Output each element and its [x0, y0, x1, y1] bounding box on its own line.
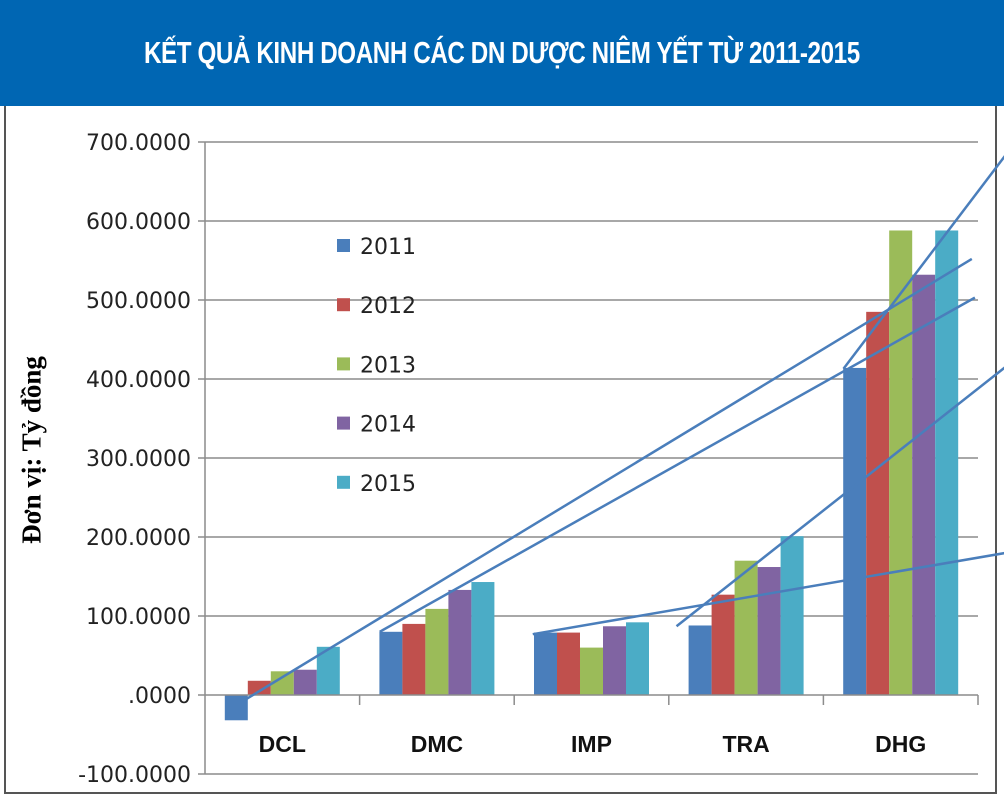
bar-dcl-2012 [247, 680, 271, 695]
y-tick-label: 300.0000 [86, 447, 191, 472]
bar-tra-2014 [757, 567, 781, 695]
y-tick-label: 500.0000 [86, 289, 191, 314]
bar-dhg-2014 [912, 274, 936, 695]
bar-tra-2012 [711, 594, 735, 695]
y-tick-label: -100.0000 [78, 763, 191, 788]
bar-dhg-2012 [866, 311, 890, 695]
bar-imp-2015 [626, 622, 649, 695]
bar-dmc-2013 [425, 608, 449, 695]
bar-imp-2013 [580, 647, 603, 695]
trend-line [842, 155, 1004, 370]
bar-dhg-2015 [935, 230, 959, 696]
legend-label-2012: 2012 [360, 294, 416, 319]
y-tick-label: 600.0000 [86, 210, 191, 235]
legend-label-2014: 2014 [360, 413, 416, 438]
legend-label-2011: 2011 [360, 235, 416, 260]
legend-label-2015: 2015 [360, 472, 416, 497]
y-tick-label: 200.0000 [86, 526, 191, 551]
legend-swatch-2012 [337, 298, 350, 312]
x-tick-label: DHG [875, 731, 926, 757]
trend-line [244, 257, 973, 701]
trend-line [675, 366, 1004, 628]
legend-label-2013: 2013 [360, 353, 416, 378]
bar-dhg-2013 [889, 230, 913, 696]
chart-frame [4, 106, 997, 794]
y-tick-label: 400.0000 [86, 368, 191, 393]
bar-dhg-2011 [843, 367, 867, 695]
bar-dcl-2015 [316, 646, 340, 695]
legend-swatch-2014 [337, 416, 350, 430]
x-tick-label: DMC [411, 731, 463, 757]
bar-tra-2015 [780, 536, 804, 695]
legend-swatch-2013 [337, 357, 350, 371]
bar-dmc-2012 [402, 623, 426, 695]
bar-dcl-2014 [293, 669, 317, 695]
trend-line [379, 296, 976, 633]
bar-dcl-2013 [270, 671, 294, 695]
y-tick-label: 100.0000 [86, 605, 191, 630]
bar-dmc-2015 [471, 582, 495, 695]
x-tick-label: DCL [259, 731, 306, 757]
bar-tra-2013 [734, 560, 758, 695]
y-tick-label: 700.0000 [86, 131, 191, 156]
bar-tra-2011 [688, 625, 712, 695]
y-tick-label: .0000 [128, 684, 191, 709]
chart-title: KẾT QUẢ KINH DOANH CÁC DN DƯỢC NIÊM YẾT … [144, 35, 860, 70]
bar-dmc-2011 [379, 631, 403, 695]
legend-swatch-2011 [337, 239, 350, 252]
trend-line [532, 551, 1004, 636]
title-banner: KẾT QUẢ KINH DOANH CÁC DN DƯỢC NIÊM YẾT … [0, 0, 1004, 106]
x-tick-label: TRA [722, 731, 769, 757]
bar-imp-2011 [534, 632, 557, 695]
bar-imp-2014 [603, 626, 626, 695]
x-tick-label: IMP [571, 731, 612, 757]
legend-swatch-2015 [337, 475, 350, 489]
bar-dcl-2011 [224, 695, 248, 721]
bar-imp-2012 [557, 632, 580, 695]
bar-dmc-2014 [448, 589, 472, 695]
